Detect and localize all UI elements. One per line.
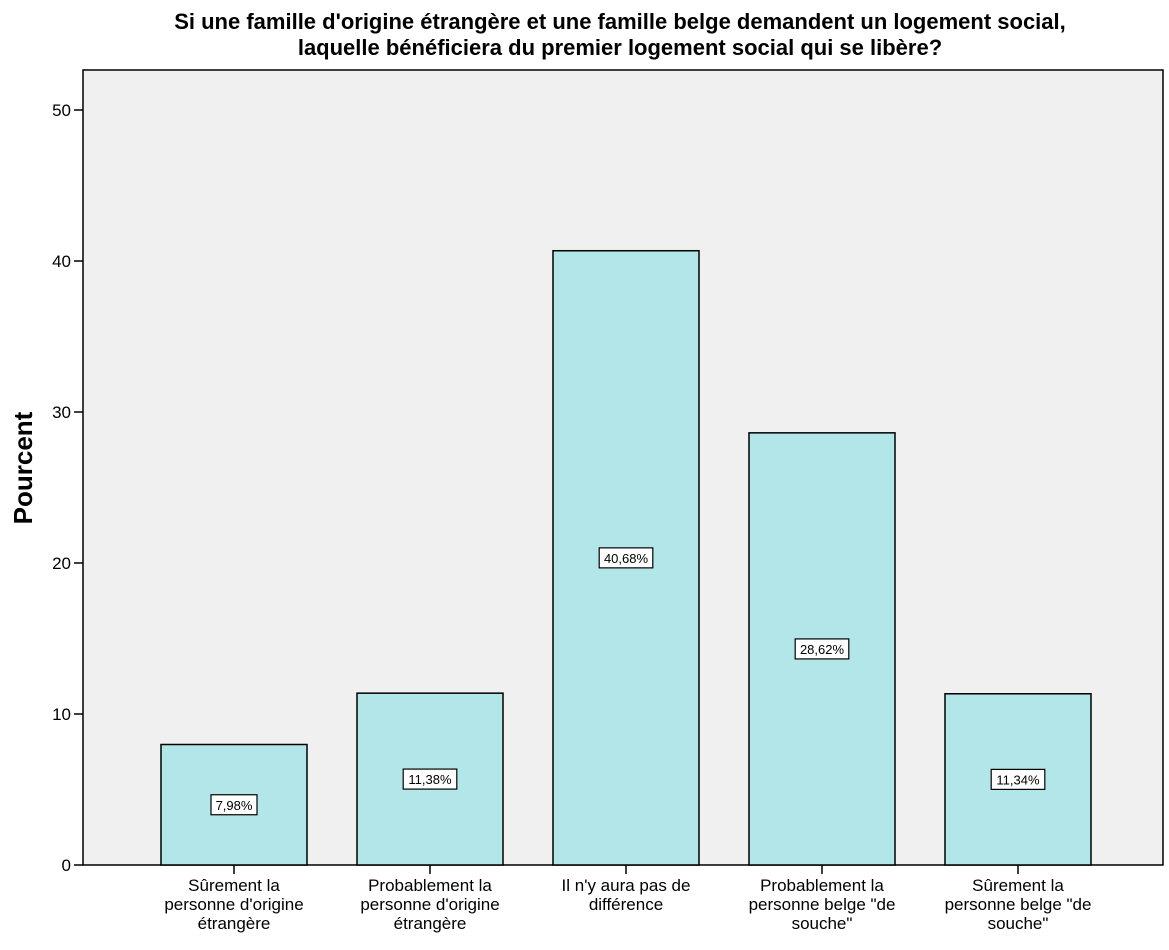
- data-label: 11,38%: [408, 772, 452, 787]
- x-category-label-line: personne d'origine: [360, 895, 499, 914]
- x-category-label-line: Il n'y aura pas de: [562, 876, 691, 895]
- y-tick-label: 30: [52, 403, 71, 422]
- x-axis: Sûrement la personne d'origine étrangèrePr…: [164, 865, 1091, 933]
- chart-title-line-1: Si une famille d'origine étrangère et un…: [174, 9, 1066, 34]
- y-tick-label: 20: [52, 554, 71, 573]
- data-label-box: [598, 547, 654, 569]
- x-category-label: Probablement la personne belge "de souche": [749, 876, 896, 933]
- y-axis: 0 10 20 30 40 50: [52, 101, 83, 875]
- x-category-label-line: Sûrement la: [188, 876, 280, 895]
- y-tick-label: 0: [62, 856, 71, 875]
- x-category-label-line: personne belge "de: [945, 895, 1092, 914]
- x-category-label-line: personne d'origine: [164, 895, 303, 914]
- data-label: 28,62%: [800, 642, 845, 657]
- x-category-label-line: souche": [792, 914, 853, 933]
- chart-title-line-2: laquelle bénéficiera du premier logement…: [298, 35, 942, 60]
- x-category-label: Il n'y aura pas de différence: [562, 876, 691, 914]
- x-category-label-line: Probablement la: [368, 876, 492, 895]
- y-tick-label: 10: [52, 705, 71, 724]
- x-category-label-line: étrangère: [198, 914, 271, 933]
- x-category-label-line: souche": [988, 914, 1049, 933]
- x-category-label-line: différence: [589, 895, 663, 914]
- x-category-label: Sûrement la personne d'origine étrangère: [164, 876, 303, 933]
- x-category-label-line: personne belge "de: [749, 895, 896, 914]
- data-label: 40,68%: [604, 551, 649, 566]
- data-label-box: [210, 794, 258, 816]
- y-tick-label: 40: [52, 252, 71, 271]
- x-category-label-line: étrangère: [394, 914, 467, 933]
- y-tick-label: 50: [52, 101, 71, 120]
- y-axis-label: Pourcent: [8, 411, 38, 524]
- x-category-label-line: Sûrement la: [972, 876, 1064, 895]
- data-label: 11,34%: [996, 772, 1040, 787]
- bars: 7,98% 11,38% 40,68% 28,62% 11,34%: [160, 249, 1092, 866]
- x-category-label-line: Probablement la: [760, 876, 884, 895]
- x-category-label: Sûrement la personne belge "de souche": [945, 876, 1092, 933]
- data-label: 7,98%: [216, 798, 253, 813]
- x-category-label: Probablement la personne d'origine étrangè…: [360, 876, 499, 933]
- data-label-box: [794, 638, 850, 660]
- data-label-box: [402, 768, 458, 790]
- data-label-box: [990, 768, 1046, 790]
